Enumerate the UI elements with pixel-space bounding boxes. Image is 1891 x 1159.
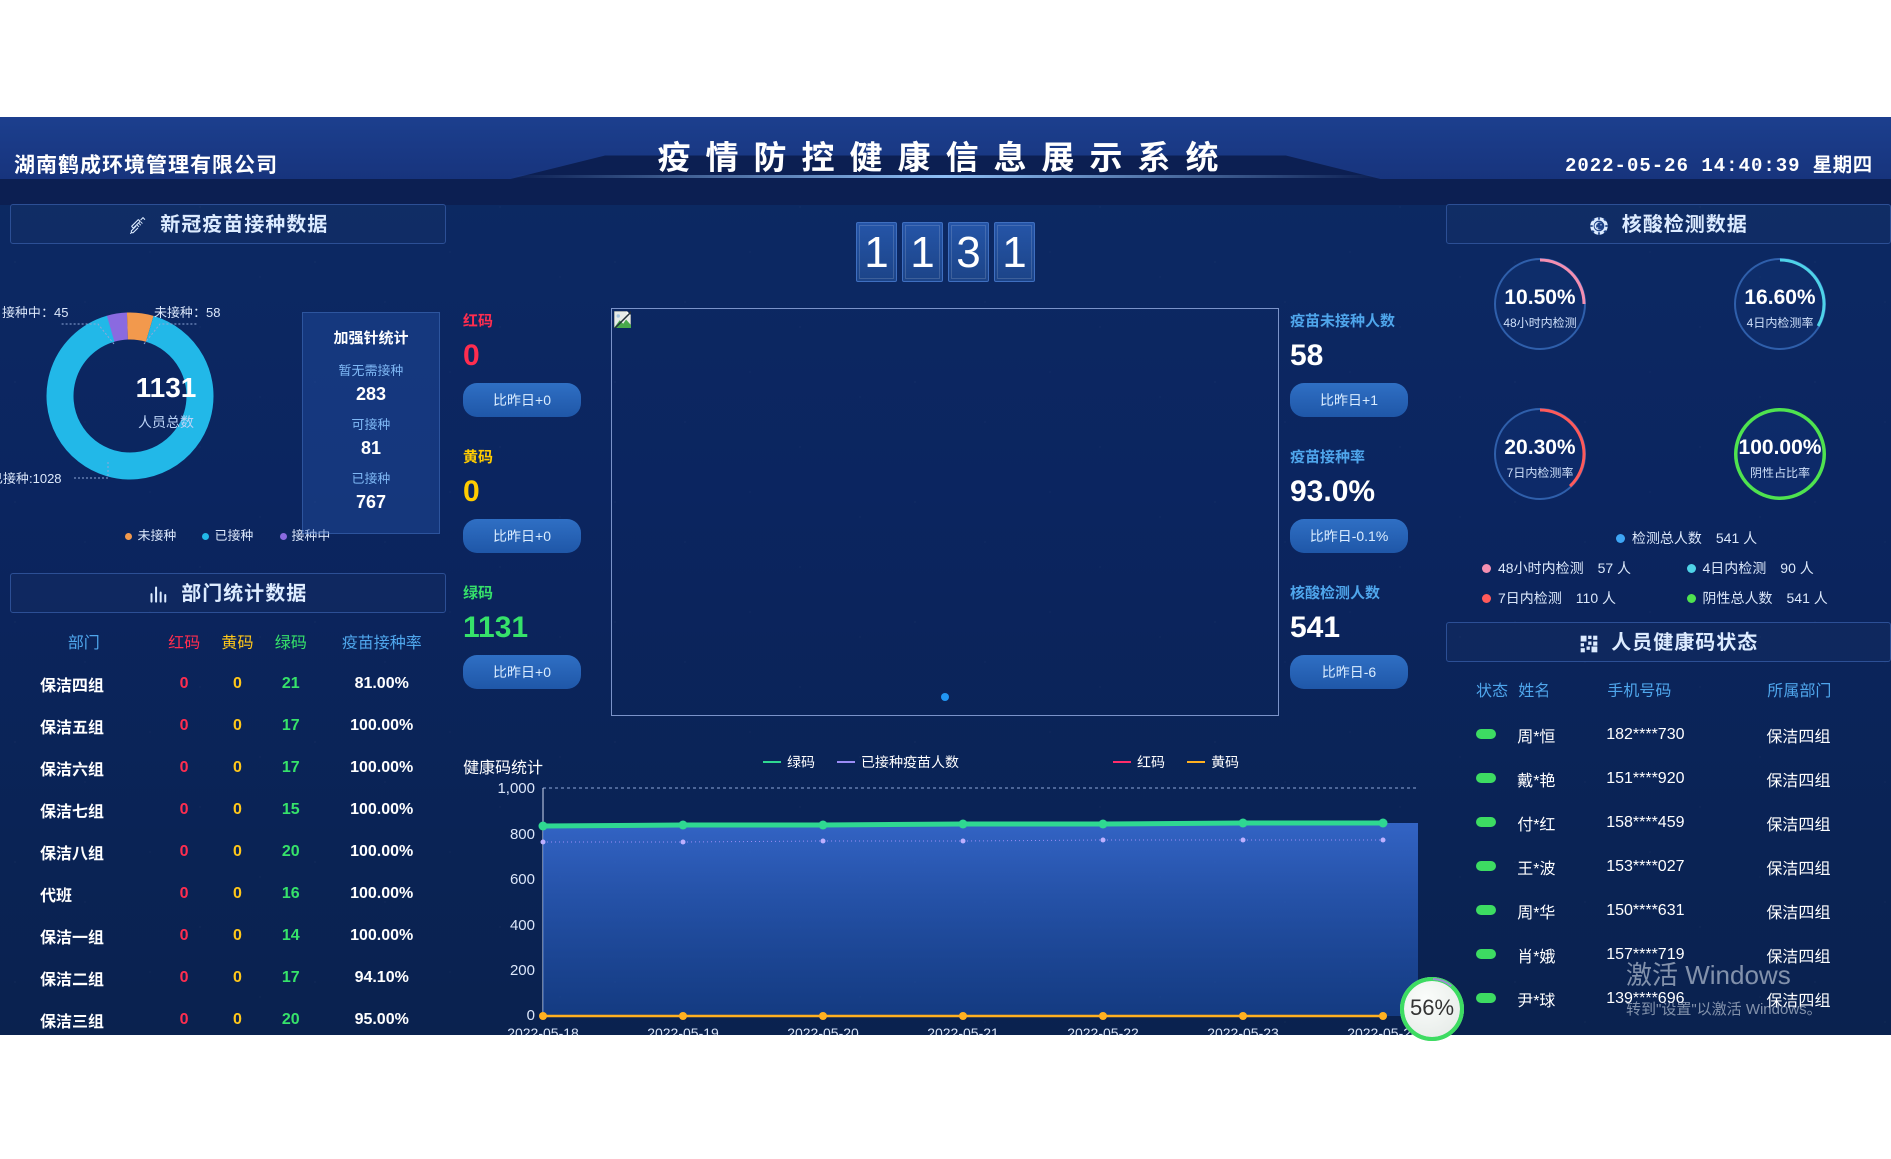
svg-text:2022-05-20: 2022-05-20 <box>787 1025 859 1035</box>
svg-text:200: 200 <box>510 962 535 979</box>
svg-text:800: 800 <box>510 826 535 843</box>
svg-text:2022-05-23: 2022-05-23 <box>1207 1025 1279 1035</box>
svg-text:0: 0 <box>527 1007 535 1024</box>
svg-text:2022-05-22: 2022-05-22 <box>1067 1025 1139 1035</box>
svg-text:1,000: 1,000 <box>497 780 535 797</box>
svg-text:400: 400 <box>510 917 535 934</box>
svg-text:600: 600 <box>510 871 535 888</box>
svg-text:2022-05-18: 2022-05-18 <box>507 1025 579 1035</box>
svg-text:2022-05-21: 2022-05-21 <box>927 1025 999 1035</box>
svg-text:2022-05-19: 2022-05-19 <box>647 1025 719 1035</box>
